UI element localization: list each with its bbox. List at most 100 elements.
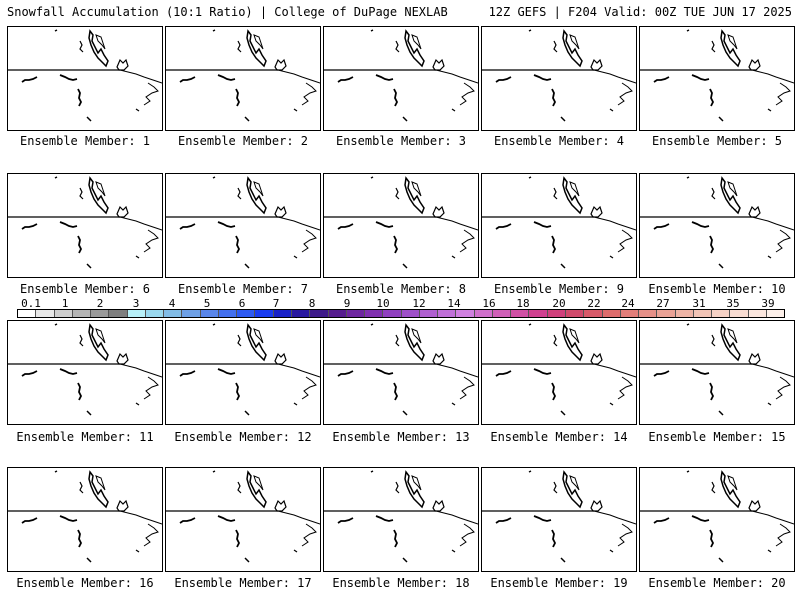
colorbar-swatch — [620, 310, 640, 317]
colorbar-tick-label: 16 — [482, 297, 496, 310]
colorbar-swatch — [639, 310, 658, 317]
colorbar-swatch — [109, 310, 128, 317]
ensemble-member-label: Ensemble Member: 12 — [174, 430, 312, 444]
colorbar-swatch — [365, 310, 384, 317]
ensemble-member-label: Ensemble Member: 4 — [493, 134, 625, 148]
ensemble-map-panel — [481, 26, 637, 131]
colorbar-swatch — [675, 310, 694, 317]
map-outline — [324, 29, 478, 122]
colorbar-swatch — [346, 310, 366, 317]
colorbar-tick-label: 4 — [168, 297, 176, 310]
colorbar-swatch — [54, 310, 73, 317]
colorbar-swatch — [748, 310, 767, 317]
map-outline — [324, 470, 478, 563]
colorbar-swatch — [237, 310, 256, 317]
ensemble-member-label: Ensemble Member: 5 — [651, 134, 783, 148]
colorbar-swatch — [200, 310, 219, 317]
ensemble-member-label: Ensemble Member: 19 — [490, 576, 628, 590]
ensemble-map-panel — [165, 26, 321, 131]
ensemble-map-panel — [323, 467, 479, 572]
map-outline — [324, 323, 478, 416]
ensemble-member-label: Ensemble Member: 14 — [490, 430, 628, 444]
ensemble-member-label: Ensemble Member: 9 — [493, 282, 625, 296]
colorbar-swatch — [766, 310, 785, 317]
colorbar-tick-label: 12 — [412, 297, 426, 310]
colorbar-swatch — [36, 310, 55, 317]
ensemble-member-label: Ensemble Member: 18 — [332, 576, 470, 590]
map-outline — [8, 470, 162, 563]
colorbar-tick-label: 0.1 — [21, 297, 41, 310]
colorbar-swatch — [529, 310, 548, 317]
ensemble-map-panel — [481, 320, 637, 425]
colorbar-swatch — [565, 310, 585, 317]
ensemble-member-label: Ensemble Member: 7 — [177, 282, 309, 296]
colorbar-swatch — [127, 310, 146, 317]
map-outline — [482, 29, 636, 122]
snowfall-colorbar — [17, 309, 785, 318]
colorbar-swatch — [730, 310, 749, 317]
colorbar-tick-label: 10 — [376, 297, 390, 310]
map-outline — [640, 470, 794, 563]
colorbar-swatch — [657, 310, 676, 317]
map-outline — [8, 176, 162, 269]
ensemble-member-label: Ensemble Member: 8 — [335, 282, 467, 296]
colorbar-tick-label: 24 — [621, 297, 635, 310]
ensemble-member-label: Ensemble Member: 2 — [177, 134, 309, 148]
colorbar-swatch — [492, 310, 512, 317]
colorbar-tick-label: 1 — [61, 297, 69, 310]
map-outline — [482, 323, 636, 416]
colorbar-swatch — [328, 310, 347, 317]
colorbar-swatch — [712, 310, 731, 317]
ensemble-map-panel — [323, 173, 479, 278]
colorbar-swatch — [383, 310, 402, 317]
ensemble-map-panel — [7, 320, 163, 425]
colorbar-tick-label: 14 — [447, 297, 461, 310]
map-outline — [8, 29, 162, 122]
colorbar-swatch — [291, 310, 311, 317]
ensemble-member-label: Ensemble Member: 16 — [16, 576, 154, 590]
colorbar-swatch — [419, 310, 439, 317]
colorbar-tick-label: 35 — [726, 297, 740, 310]
colorbar-tick-label: 3 — [132, 297, 140, 310]
ensemble-map-panel — [7, 467, 163, 572]
map-outline — [640, 29, 794, 122]
map-outline — [166, 176, 320, 269]
ensemble-member-label: Ensemble Member: 10 — [648, 282, 786, 296]
colorbar-swatch — [547, 310, 566, 317]
ensemble-member-label: Ensemble Member: 17 — [174, 576, 312, 590]
colorbar-swatch — [182, 310, 201, 317]
ensemble-map-panel — [481, 173, 637, 278]
map-outline — [324, 176, 478, 269]
map-outline — [482, 176, 636, 269]
colorbar-tick-label: 2 — [96, 297, 104, 310]
colorbar-swatch — [438, 310, 457, 317]
ensemble-map-panel — [323, 26, 479, 131]
ensemble-map-panel — [7, 173, 163, 278]
ensemble-map-panel — [481, 467, 637, 572]
colorbar-tick-label: 8 — [308, 297, 316, 310]
ensemble-member-label: Ensemble Member: 3 — [335, 134, 467, 148]
colorbar-tick-label: 18 — [516, 297, 530, 310]
colorbar-tick-label: 22 — [587, 297, 601, 310]
map-outline — [640, 323, 794, 416]
colorbar-tick-label: 31 — [692, 297, 706, 310]
colorbar-swatch — [18, 310, 37, 317]
colorbar-swatch — [401, 310, 420, 317]
colorbar-tick-label: 27 — [656, 297, 670, 310]
colorbar-tick-label: 6 — [238, 297, 246, 310]
ensemble-map-panel — [639, 467, 795, 572]
map-outline — [166, 29, 320, 122]
colorbar-swatch — [474, 310, 493, 317]
ensemble-map-panel — [165, 173, 321, 278]
colorbar-swatch — [584, 310, 603, 317]
colorbar-tick-label: 5 — [203, 297, 211, 310]
colorbar-tick-label: 9 — [343, 297, 351, 310]
colorbar-tick-label: 7 — [272, 297, 280, 310]
colorbar-swatch — [602, 310, 621, 317]
map-outline — [166, 323, 320, 416]
ensemble-map-panel — [7, 26, 163, 131]
model-run-info: 12Z GEFS | F204 Valid: 00Z TUE JUN 17 20… — [488, 5, 792, 19]
colorbar-swatch — [511, 310, 530, 317]
ensemble-member-label: Ensemble Member: 11 — [16, 430, 154, 444]
map-outline — [166, 470, 320, 563]
